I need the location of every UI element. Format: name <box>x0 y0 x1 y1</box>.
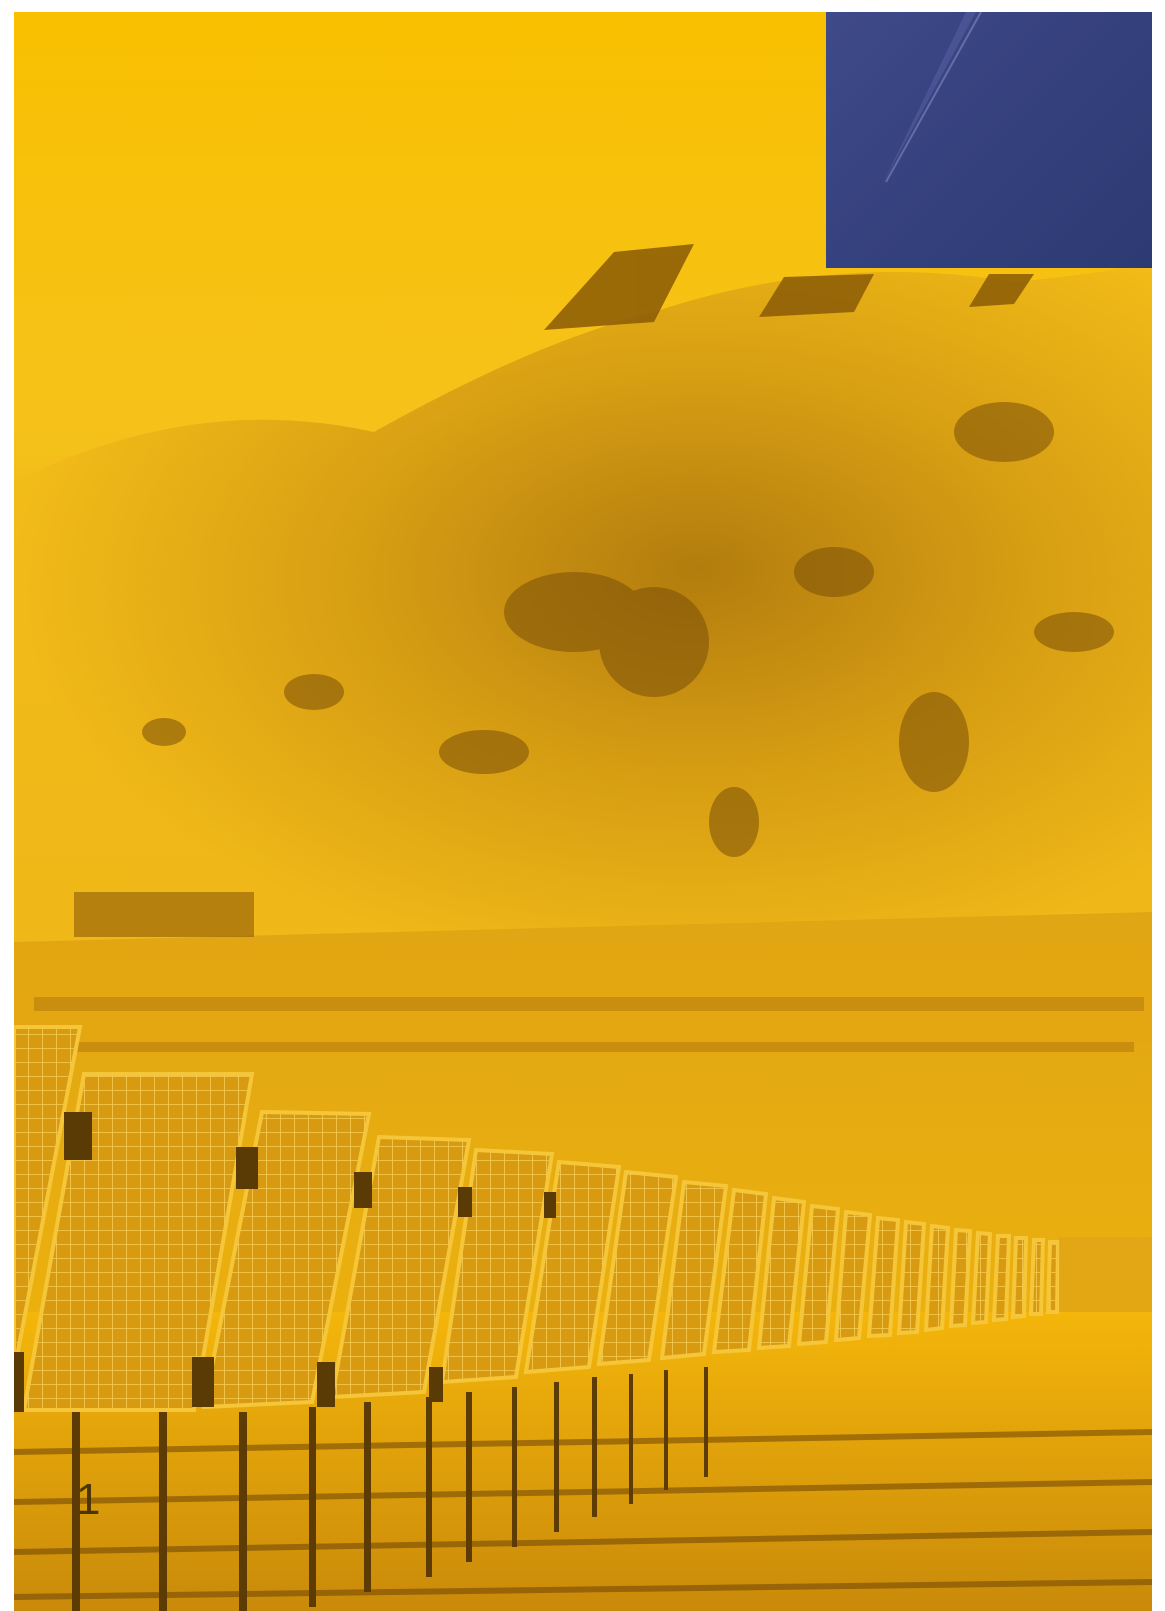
page-number: 1 <box>76 1475 101 1524</box>
solar-panel-field-photo <box>14 12 1152 1611</box>
blue-accent-box <box>826 12 1152 268</box>
cover-page: 1 <box>14 12 1152 1611</box>
swoosh-graphic <box>881 12 982 187</box>
